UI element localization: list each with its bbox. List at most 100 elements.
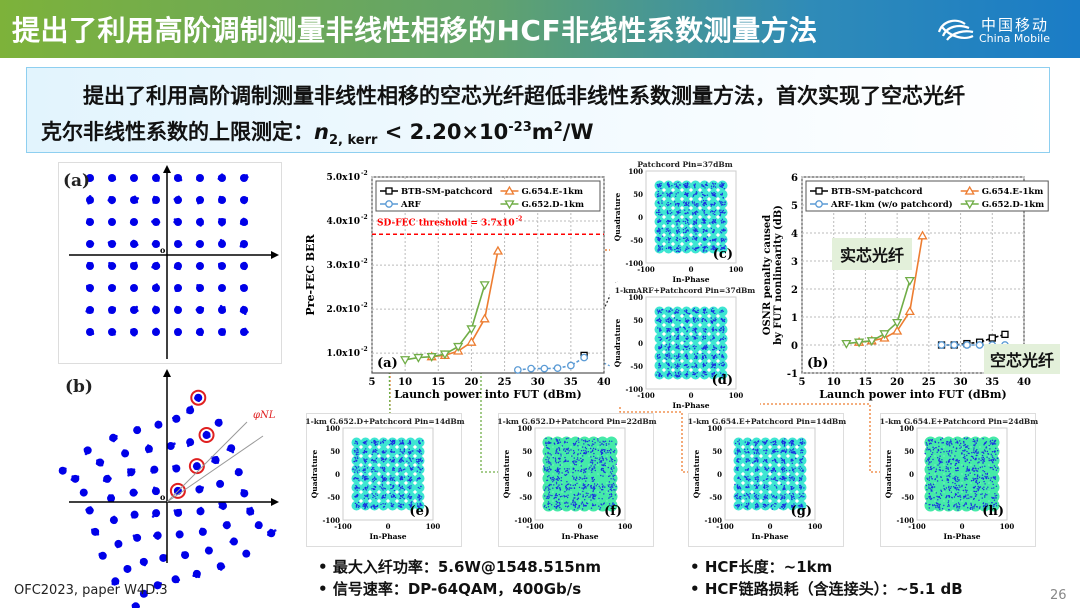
symbol-cluster	[174, 218, 182, 226]
sample-dot	[687, 345, 690, 347]
symbol-n: n	[314, 120, 329, 144]
sample-dot	[676, 367, 678, 370]
sample-dot	[410, 460, 412, 462]
i-axis-arrow-icon	[271, 251, 279, 259]
sample-dot	[677, 366, 679, 368]
sample-dot	[658, 246, 660, 248]
sample-dot	[660, 344, 662, 346]
sample-dot	[657, 211, 659, 214]
sample-dot	[675, 365, 677, 367]
sample-dot	[721, 354, 723, 356]
sample-dot	[659, 211, 661, 213]
sample-dot	[407, 486, 409, 488]
sample-dot	[667, 205, 669, 207]
data-point	[527, 364, 535, 373]
ideal-constellation-diagram: o	[69, 165, 279, 359]
sample-dot	[692, 329, 694, 332]
sample-dot	[696, 318, 699, 320]
sample-dot	[679, 363, 681, 365]
sample-dot	[669, 328, 672, 330]
sample-dot	[677, 356, 680, 358]
summary-prefix: 克尔非线性系数的上限测定：	[41, 120, 314, 144]
summary-line-1: 提出了利用高阶调制测量非线性相移的空芯光纤超低非线性系数测量方法，首次实现了空芯…	[83, 84, 965, 108]
sample-dot	[685, 231, 687, 233]
sample-dot	[658, 320, 660, 323]
sample-dot	[667, 201, 669, 204]
symbol-cluster	[152, 218, 160, 226]
symbol-cluster	[202, 431, 211, 440]
sample-dot	[688, 313, 690, 315]
sample-dot	[657, 310, 659, 313]
sample-dot	[703, 345, 706, 347]
data-point	[815, 200, 823, 208]
sample-dot	[656, 236, 658, 239]
sample-dot	[659, 237, 661, 240]
sample-dot	[675, 183, 677, 185]
sample-dot	[665, 239, 668, 241]
symbol-cluster	[672, 234, 683, 245]
x-tick-label: 100	[729, 265, 744, 274]
sample-dot	[695, 356, 697, 358]
x-tick-label: 20	[890, 377, 904, 388]
sample-dot	[656, 193, 659, 196]
sample-dot	[722, 373, 725, 375]
symbol-cluster	[130, 284, 138, 292]
sample-dot	[685, 222, 687, 224]
symbol-cluster	[699, 351, 710, 362]
sample-dot	[713, 363, 715, 366]
data-point	[513, 366, 522, 374]
sample-dot	[688, 186, 690, 188]
symbol-cluster	[86, 262, 94, 270]
sample-dot	[669, 229, 671, 231]
y-tick-exponent: -2	[361, 302, 368, 309]
sample-dot	[679, 184, 681, 186]
sample-dot	[704, 355, 707, 357]
sample-dot	[403, 476, 406, 478]
sample-dot	[683, 314, 685, 316]
sample-dot	[390, 441, 392, 443]
sample-dot	[719, 201, 722, 203]
symbol-cluster	[681, 324, 692, 335]
sample-dot	[713, 239, 715, 242]
symbol-cluster	[86, 284, 94, 292]
sample-dot	[722, 328, 725, 330]
panel-label: (b)	[807, 356, 828, 371]
symbol-cluster	[103, 474, 112, 483]
sample-dot	[712, 186, 715, 188]
sample-dot	[720, 345, 723, 347]
sample-dot	[666, 182, 669, 184]
sample-dot	[721, 203, 724, 206]
sample-dot	[695, 192, 697, 194]
sample-dot	[702, 339, 704, 341]
sample-dot	[687, 211, 689, 214]
sample-dot	[685, 194, 688, 196]
sample-dot	[701, 358, 703, 360]
sample-dot	[686, 376, 688, 378]
sample-dot	[694, 317, 697, 319]
sample-dot	[661, 245, 663, 247]
sample-dot	[694, 338, 697, 340]
sample-dot	[695, 310, 697, 313]
sample-dot	[669, 248, 672, 250]
sample-dot	[704, 214, 706, 216]
sample-dot	[669, 196, 671, 198]
sample-dot	[695, 357, 697, 359]
sample-dot	[694, 330, 696, 332]
sample-dot	[656, 309, 659, 311]
y-axis-label: Pre-FEC BER	[304, 234, 317, 316]
symbol-cluster	[196, 174, 204, 182]
sample-dot	[376, 449, 378, 452]
sample-dot	[657, 190, 659, 193]
sample-dot	[713, 245, 715, 247]
sample-dot	[693, 201, 696, 203]
sample-dot	[678, 251, 681, 253]
sample-dot	[668, 219, 670, 222]
sample-dot	[691, 366, 693, 368]
data-point	[492, 245, 504, 255]
sample-dot	[684, 355, 686, 357]
sample-dot	[686, 366, 688, 369]
sample-dot	[711, 187, 713, 189]
sample-dot	[659, 330, 661, 333]
qam-title: 1-kmARF+Patchcord Pin=37dBm	[615, 286, 756, 295]
sample-dot	[676, 345, 678, 348]
